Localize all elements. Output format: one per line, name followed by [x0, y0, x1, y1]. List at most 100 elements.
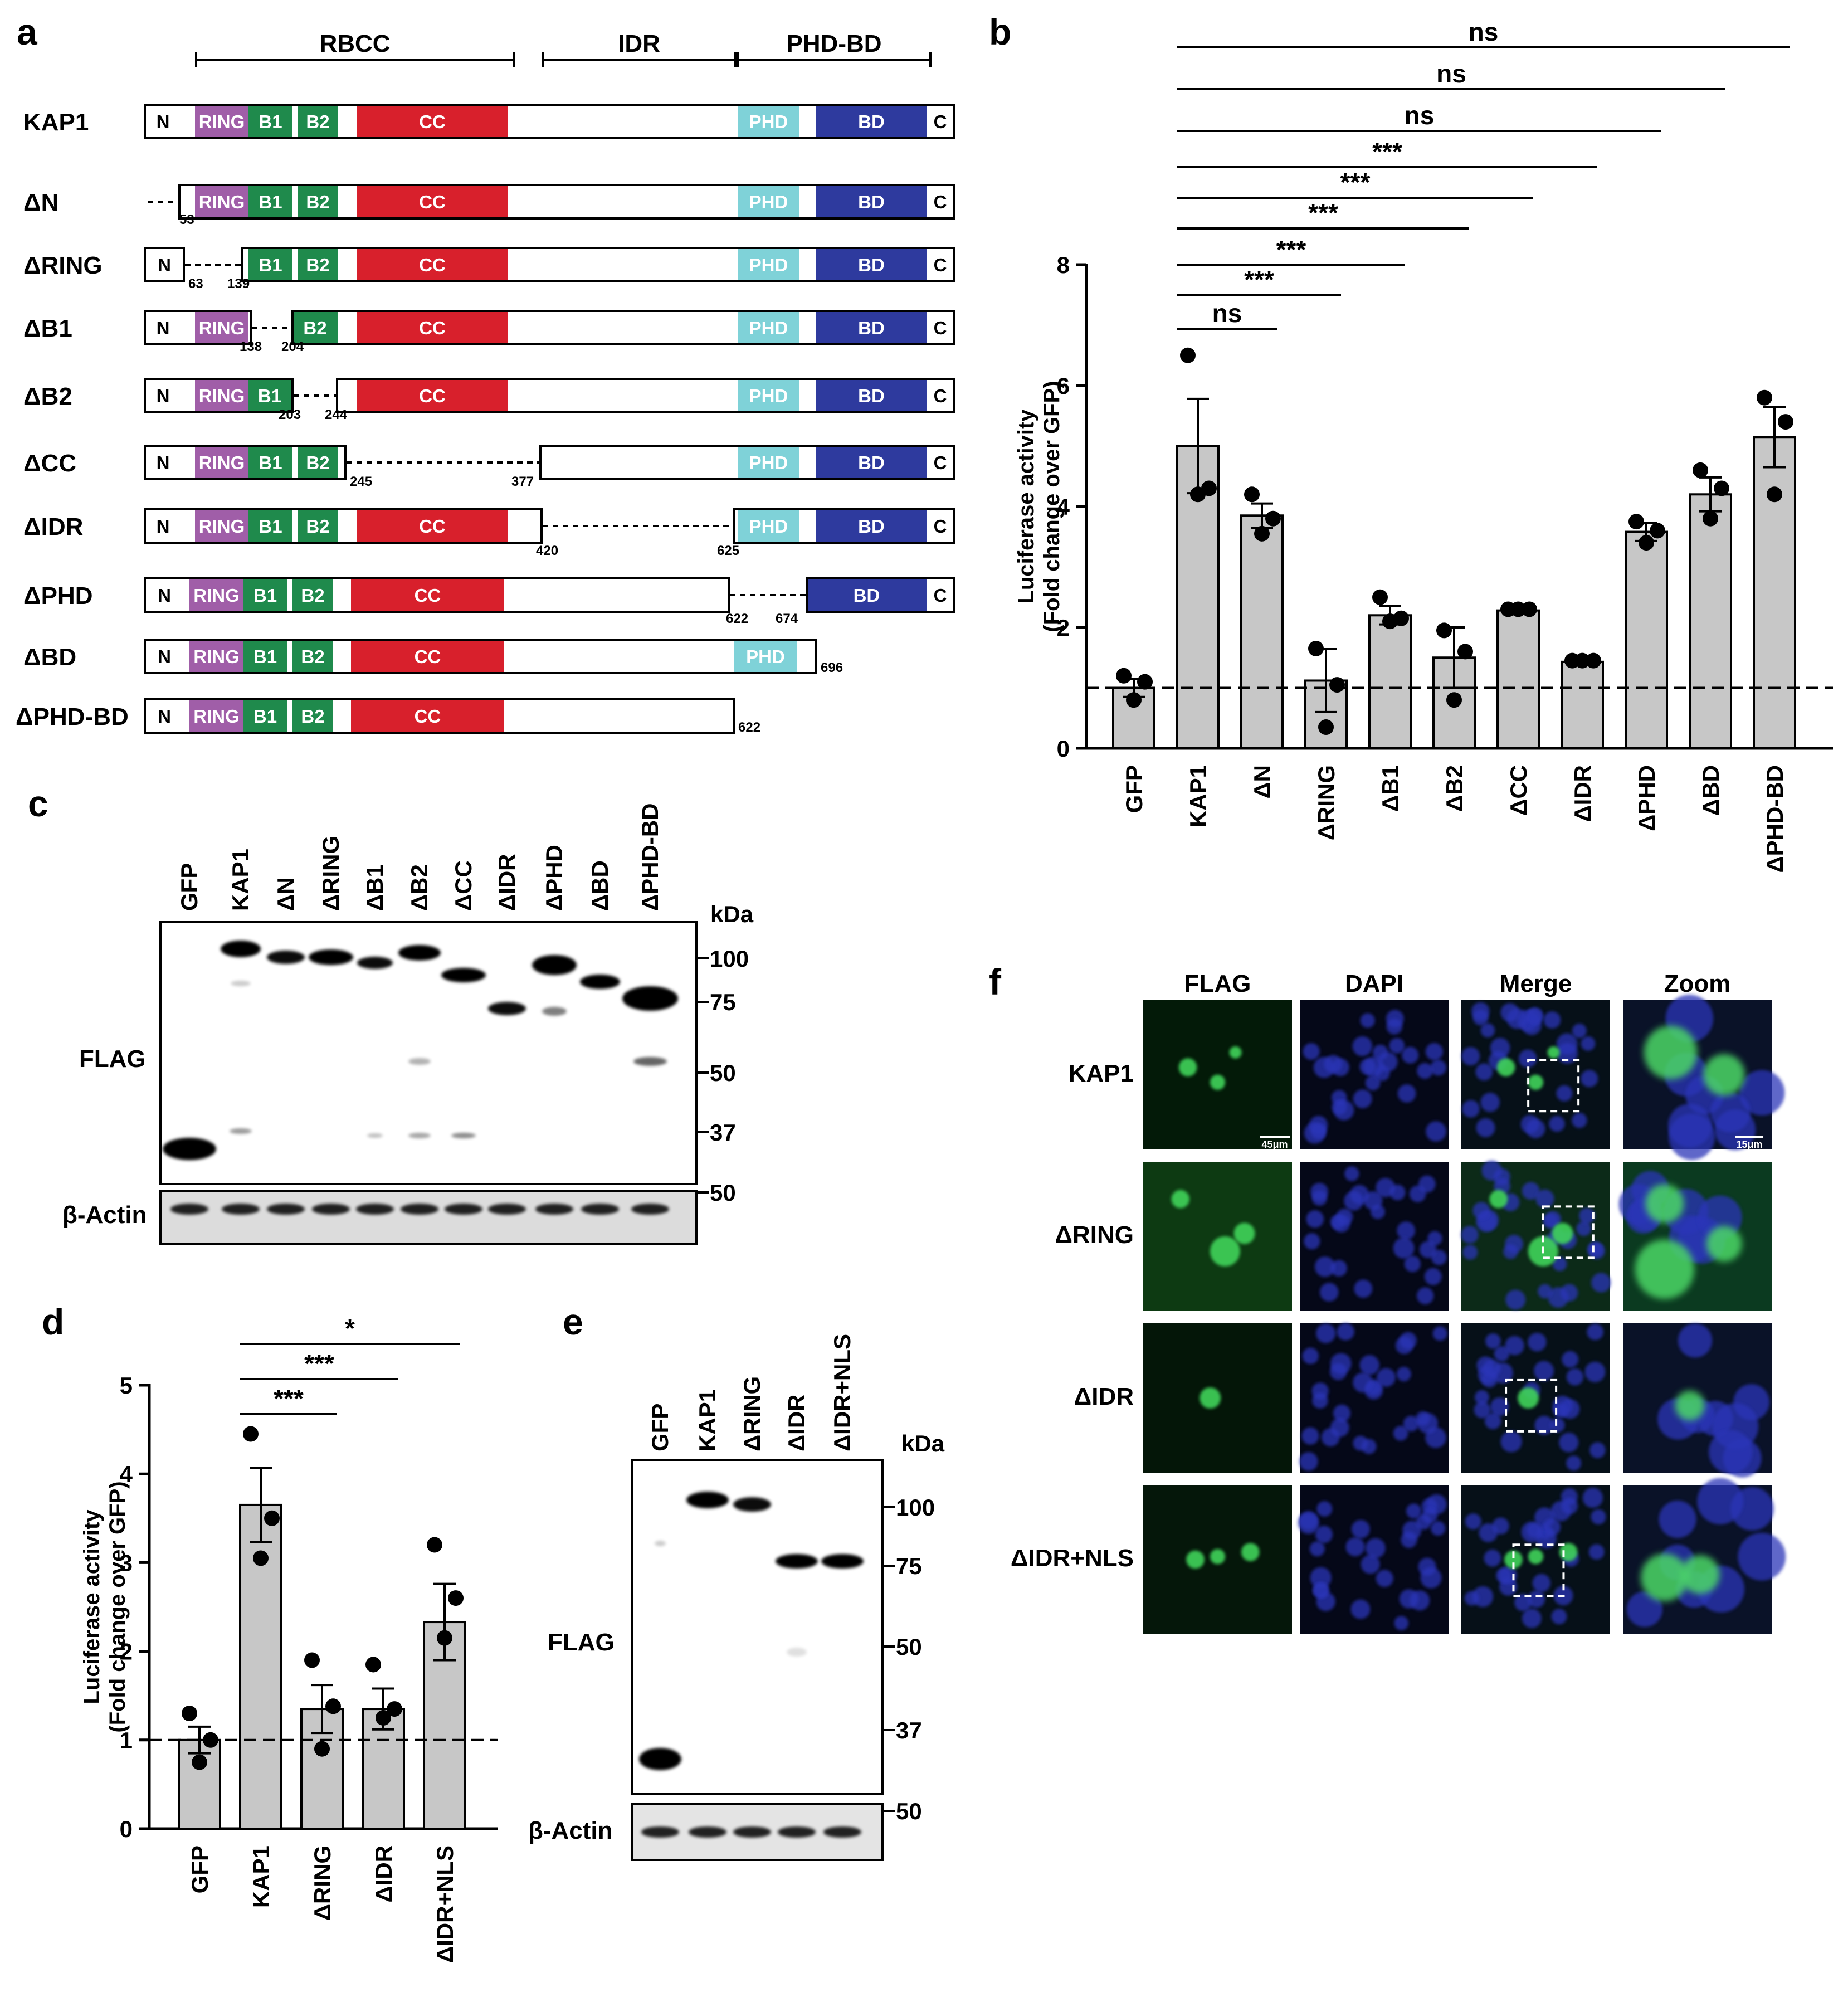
- segment-b1: [248, 106, 292, 137]
- y-tick-label: 2: [120, 1639, 133, 1665]
- nucleus: [1483, 1359, 1501, 1377]
- segment-phd: [734, 641, 797, 672]
- segment-b1: [243, 641, 287, 672]
- nucleus: [1337, 1323, 1354, 1341]
- nucleus: [1344, 1191, 1364, 1211]
- segment-label-b2: B2: [301, 646, 324, 667]
- segment-label-ring: RING: [193, 585, 240, 606]
- segment-b2: [298, 249, 338, 280]
- nucleus: [1324, 1055, 1343, 1074]
- y-tick-label: 4: [1057, 494, 1070, 520]
- blot-c-actin-frame: [159, 1190, 698, 1245]
- significance-label: ***: [1276, 235, 1306, 264]
- nucleus: [1345, 1537, 1365, 1557]
- row-label-delta-ring: ΔRING: [1055, 1221, 1134, 1249]
- nucleus: [1353, 1435, 1368, 1451]
- bar-delta-bd: [1689, 493, 1732, 749]
- construct-name: ΔRING: [23, 252, 103, 279]
- zoom-flag-signal: [1641, 1553, 1689, 1601]
- flag-signal: [1210, 1236, 1240, 1267]
- row-label-delta-idr-plus-nls: ΔIDR+NLS: [1011, 1545, 1134, 1572]
- segment-b1: [248, 186, 292, 217]
- data-point-delta-b2: [1436, 622, 1452, 639]
- nucleus: [1394, 1616, 1409, 1630]
- blot-e-actin-label: β-Actin: [528, 1817, 613, 1844]
- nucleus: [1424, 1268, 1442, 1285]
- segment-label-b1: B1: [253, 646, 277, 667]
- nucleus: [1319, 1283, 1339, 1302]
- flag-signal: [1504, 1550, 1523, 1569]
- x-tick-label-delta-bd: ΔBD: [1698, 765, 1724, 816]
- nucleus: [1544, 1211, 1562, 1227]
- zoom-region-box: [1527, 1059, 1580, 1113]
- nucleus: [1404, 1255, 1421, 1273]
- nucleus: [1312, 1392, 1328, 1409]
- nucleus: [1528, 1333, 1547, 1352]
- residue-number: 139: [227, 276, 250, 291]
- nucleus: [1550, 1418, 1565, 1433]
- blot-e-flag-label: FLAG: [548, 1629, 615, 1656]
- segment-bd: [816, 186, 927, 217]
- data-point-delta-phd-bd: [1778, 414, 1793, 430]
- actin-band-delta-ring: [312, 1204, 350, 1215]
- panel-letter-a: a: [17, 11, 38, 52]
- nucleus: [1406, 1503, 1422, 1519]
- actin-band-kap1: [689, 1826, 726, 1838]
- construct-name: ΔBD: [23, 644, 76, 671]
- flag-signal: [1210, 1548, 1226, 1565]
- nucleus: [1522, 1608, 1542, 1628]
- domain-header-bars: [195, 52, 932, 67]
- nucleus: [1336, 1209, 1353, 1225]
- microscopy-grid: FLAG DAPI Merge Zoom KAP1 ΔRING ΔIDR ΔIDR+NLS 45…: [1011, 970, 1786, 1634]
- y-axis-label: Luciferase activity (Fold change over GFP…: [1014, 381, 1064, 632]
- band-delta-phd: [542, 1007, 567, 1016]
- construct-outline: [144, 508, 543, 544]
- y-axis-label-line1: Luciferase activity: [80, 1509, 104, 1704]
- x-tick-label-gfp: GFP: [187, 1845, 213, 1893]
- segment-label-b1: B1: [253, 706, 277, 727]
- data-point-gfp: [192, 1754, 207, 1770]
- band-delta-idr: [776, 1554, 818, 1569]
- segment-label-ring: RING: [199, 452, 245, 473]
- band-delta-b1: [357, 957, 393, 969]
- residue-number: 420: [536, 543, 558, 558]
- nucleus: [1572, 1112, 1587, 1128]
- segment-label-b2: B2: [301, 706, 324, 727]
- nucleus: [1484, 1412, 1501, 1430]
- x-tick-label-delta-phd: ΔPHD: [1634, 765, 1660, 831]
- residue-number: 625: [717, 543, 739, 558]
- segment-cc: [357, 249, 508, 280]
- nucleus: [1389, 1037, 1405, 1054]
- segment-label-b1: B1: [259, 452, 282, 473]
- actin-band-kap1: [222, 1204, 260, 1215]
- significance-label: ns: [1212, 299, 1242, 328]
- nucleus: [1465, 1513, 1481, 1530]
- band-delta-ring: [309, 949, 353, 965]
- zoom-region-box: [1505, 1378, 1558, 1433]
- nucleus: [1330, 1353, 1352, 1375]
- nucleus: [1535, 1189, 1554, 1208]
- segment-label-c: C: [934, 516, 947, 537]
- segment-label-b2: B2: [306, 516, 329, 537]
- micrograph-delta-ring-zoom: [1618, 1162, 1772, 1311]
- segment-label-b1: B1: [259, 516, 282, 537]
- construct-kap1: KAP1 N RING B1 B2 CC PHD BD C: [23, 104, 955, 139]
- segment-ring: [195, 312, 248, 343]
- bar-delta-idr: [1561, 660, 1604, 749]
- actin-band-delta-idr-plus-nls: [823, 1826, 861, 1838]
- nucleus: [1333, 1404, 1351, 1422]
- construct-name: ΔIDR: [23, 513, 83, 540]
- nucleus: [1584, 1361, 1606, 1382]
- y-tick-label: 6: [1057, 373, 1070, 399]
- nucleus: [1589, 1442, 1606, 1458]
- band-kap1: [686, 1492, 729, 1508]
- x-tick-label-gfp: GFP: [1121, 765, 1147, 813]
- nucleus: [1492, 1517, 1509, 1535]
- segment-label-ring: RING: [199, 192, 245, 212]
- construct-delta-bd: ΔBD N RING B1 B2 CC PHD 696: [23, 639, 843, 675]
- segment-label-c: C: [934, 585, 947, 606]
- segment-label-n: N: [158, 255, 171, 275]
- nucleus: [1514, 1594, 1532, 1611]
- construct-delta-ring: ΔRING N B1 B2 CC PHD BD C 63 139: [23, 247, 955, 291]
- flag-signal: [1229, 1046, 1242, 1059]
